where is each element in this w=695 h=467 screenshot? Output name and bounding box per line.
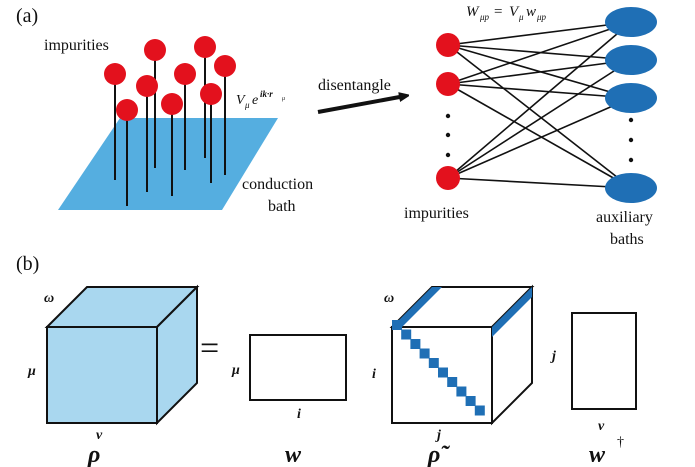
w-dagger-nu-label: ν bbox=[598, 419, 605, 434]
impurity-ball bbox=[116, 99, 138, 121]
diagonal-block bbox=[419, 348, 430, 359]
impurity-ball bbox=[161, 93, 183, 115]
coupling-lw: w bbox=[526, 4, 536, 20]
coupling-edge bbox=[447, 21, 632, 85]
w-name: w bbox=[285, 442, 302, 467]
coupling-edge bbox=[447, 21, 632, 46]
diagonal-block bbox=[392, 320, 402, 330]
auxiliary-bath-node bbox=[605, 7, 657, 37]
coupling-lw-sub: μp bbox=[536, 12, 547, 22]
coupling-edge bbox=[447, 59, 632, 85]
hybridization-v-sub: μ bbox=[244, 100, 250, 110]
rho-tilde-omega-label: ω bbox=[384, 291, 394, 306]
diagonal-block bbox=[410, 339, 421, 349]
impurity-ball bbox=[136, 75, 158, 97]
impurity-ball bbox=[104, 63, 126, 85]
disentangle-arrow bbox=[317, 96, 405, 114]
aux-label-line2: baths bbox=[610, 231, 644, 248]
w-dagger-box bbox=[571, 312, 637, 410]
impurity-ball bbox=[194, 36, 216, 58]
rho-cube-front bbox=[46, 326, 158, 424]
coupling-equals: = bbox=[494, 4, 502, 20]
diagonal-block bbox=[401, 329, 412, 340]
w-dagger-matrix: j ν w † bbox=[550, 312, 637, 467]
bath-label-line2: bath bbox=[268, 198, 296, 215]
ellipsis-dot bbox=[628, 137, 634, 143]
diagonal-block bbox=[456, 386, 467, 397]
impurity-node bbox=[436, 72, 460, 96]
coupling-edge bbox=[447, 44, 632, 189]
coupling-edge bbox=[447, 97, 632, 179]
auxiliary-bath-node bbox=[605, 45, 657, 75]
rho-tilde-diagonal-blocks bbox=[392, 320, 485, 416]
impurity-ball bbox=[200, 83, 222, 105]
hybridization-exponent: ik·r bbox=[260, 89, 273, 99]
coupling-v-sub: μ bbox=[518, 12, 524, 22]
right-impurities-label: impurities bbox=[404, 205, 469, 222]
rho-tilde-name: ρ̃ bbox=[427, 442, 450, 467]
w-dagger-symbol: † bbox=[617, 435, 624, 450]
w-mu-label: μ bbox=[231, 363, 240, 378]
impurity-ball bbox=[214, 55, 236, 77]
auxiliary-bath-node bbox=[605, 173, 657, 203]
rho-tilde-side-diagonal bbox=[492, 287, 532, 337]
ellipsis-dot bbox=[445, 152, 451, 158]
rho-tilde-cube: ω i j ρ̃ bbox=[372, 284, 535, 467]
bath-label-line1: conduction bbox=[242, 176, 313, 193]
coupling-v: V bbox=[509, 4, 520, 20]
coupling-w-sub: μp bbox=[479, 12, 490, 22]
coupling-w: W bbox=[466, 4, 480, 20]
ellipsis-dot bbox=[628, 157, 634, 163]
panel-b-label: (b) bbox=[16, 253, 39, 275]
impurity-cluster bbox=[104, 36, 236, 206]
diagonal-block bbox=[428, 358, 439, 368]
panel-b: (b) ω μ ν ρ = μ i w ω bbox=[16, 253, 637, 467]
impurity-ball bbox=[144, 39, 166, 61]
panel-a-label: (a) bbox=[16, 5, 38, 27]
disentangle-label: disentangle bbox=[318, 77, 391, 94]
impurity-node bbox=[436, 33, 460, 57]
coupling-edge bbox=[447, 21, 632, 179]
conduction-bath-plane bbox=[58, 118, 278, 210]
rho-tilde-i-label: i bbox=[372, 367, 376, 382]
coupling-equation: W μp = V μ w μp bbox=[466, 4, 547, 22]
rho-tilde-top-diagonal bbox=[392, 287, 442, 327]
rho-cube: ω μ ν ρ bbox=[27, 284, 200, 467]
rho-tilde-j-label: j bbox=[435, 428, 441, 443]
ellipsis-dot bbox=[628, 117, 634, 123]
equals-sign: = bbox=[200, 330, 219, 367]
hybridization-label: V μ e ik·r μ bbox=[236, 89, 285, 110]
ellipsis-dot bbox=[445, 113, 451, 119]
aux-label-line1: auxiliary bbox=[596, 209, 653, 226]
w-dagger-name: w bbox=[589, 442, 606, 467]
impurity-node bbox=[436, 166, 460, 190]
rho-omega-label: ω bbox=[44, 291, 54, 306]
rho-name: ρ bbox=[87, 442, 100, 467]
rho-mu-label: μ bbox=[27, 364, 36, 379]
rho-nu-label: ν bbox=[96, 428, 103, 443]
impurity-ball bbox=[174, 63, 196, 85]
hybridization-e: e bbox=[252, 93, 258, 108]
w-dagger-j-label: j bbox=[550, 349, 556, 364]
bipartite-graph bbox=[436, 7, 657, 203]
hybridization-exponent-sub: μ bbox=[282, 96, 285, 102]
w-i-label: i bbox=[297, 407, 301, 422]
coupling-edge bbox=[447, 83, 632, 99]
impurities-label: impurities bbox=[44, 37, 109, 54]
diagonal-block bbox=[465, 396, 476, 406]
coupling-edge bbox=[447, 59, 632, 179]
coupling-edge bbox=[447, 83, 632, 189]
diagonal-block bbox=[474, 405, 485, 416]
diagonal-block bbox=[438, 367, 448, 378]
auxiliary-bath-node bbox=[605, 83, 657, 113]
w-matrix-box bbox=[249, 334, 347, 401]
hybridization-v: V bbox=[236, 93, 246, 108]
w-matrix: μ i w bbox=[231, 334, 347, 467]
diagonal-block bbox=[447, 377, 458, 387]
coupling-edge bbox=[447, 177, 632, 189]
ellipsis-dot bbox=[445, 132, 451, 138]
panel-a: (a) impurities V μ e ik·r μ conduction b… bbox=[16, 4, 657, 248]
